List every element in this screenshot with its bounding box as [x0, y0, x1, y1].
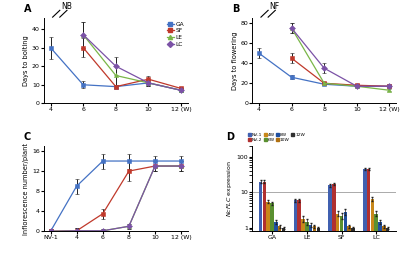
Bar	[274, 222, 278, 257]
Legend: GA, SF, LE, LC: GA, SF, LE, LC	[166, 21, 185, 48]
Bar	[298, 200, 301, 257]
Bar	[351, 228, 355, 257]
Text: D: D	[226, 132, 234, 142]
Y-axis label: Inflorescence number/plant: Inflorescence number/plant	[23, 143, 29, 235]
Bar	[336, 214, 340, 257]
Text: NB: NB	[61, 2, 72, 11]
Bar	[363, 169, 366, 257]
Bar	[259, 181, 262, 257]
Bar	[374, 214, 378, 257]
Bar	[294, 200, 297, 257]
Bar	[348, 226, 351, 257]
Text: C: C	[24, 132, 31, 142]
Y-axis label: Days to bolting: Days to bolting	[23, 35, 29, 86]
Bar	[332, 184, 336, 257]
Bar	[305, 222, 308, 257]
Y-axis label: $NcFLC$ expression: $NcFLC$ expression	[225, 160, 234, 217]
Bar	[301, 219, 305, 257]
Legend: NV-1, NV-2, 4W, 6W, 8W, 10W, 12W: NV-1, NV-2, 4W, 6W, 8W, 10W, 12W	[247, 133, 306, 142]
Bar	[263, 181, 266, 257]
Bar	[313, 226, 316, 257]
Bar	[371, 199, 374, 257]
Bar	[270, 203, 274, 257]
Bar	[386, 228, 390, 257]
Bar	[367, 169, 370, 257]
Text: NF: NF	[270, 2, 280, 11]
Bar	[382, 226, 386, 257]
Bar	[266, 201, 270, 257]
Y-axis label: Days to flowering: Days to flowering	[232, 31, 238, 90]
Bar	[378, 222, 382, 257]
Bar	[316, 228, 320, 257]
Bar	[278, 226, 282, 257]
Bar	[344, 212, 347, 257]
Bar	[328, 185, 332, 257]
Bar	[309, 225, 312, 257]
Bar	[340, 216, 343, 257]
Bar	[282, 228, 285, 257]
Text: B: B	[232, 4, 240, 14]
Text: A: A	[24, 4, 31, 14]
